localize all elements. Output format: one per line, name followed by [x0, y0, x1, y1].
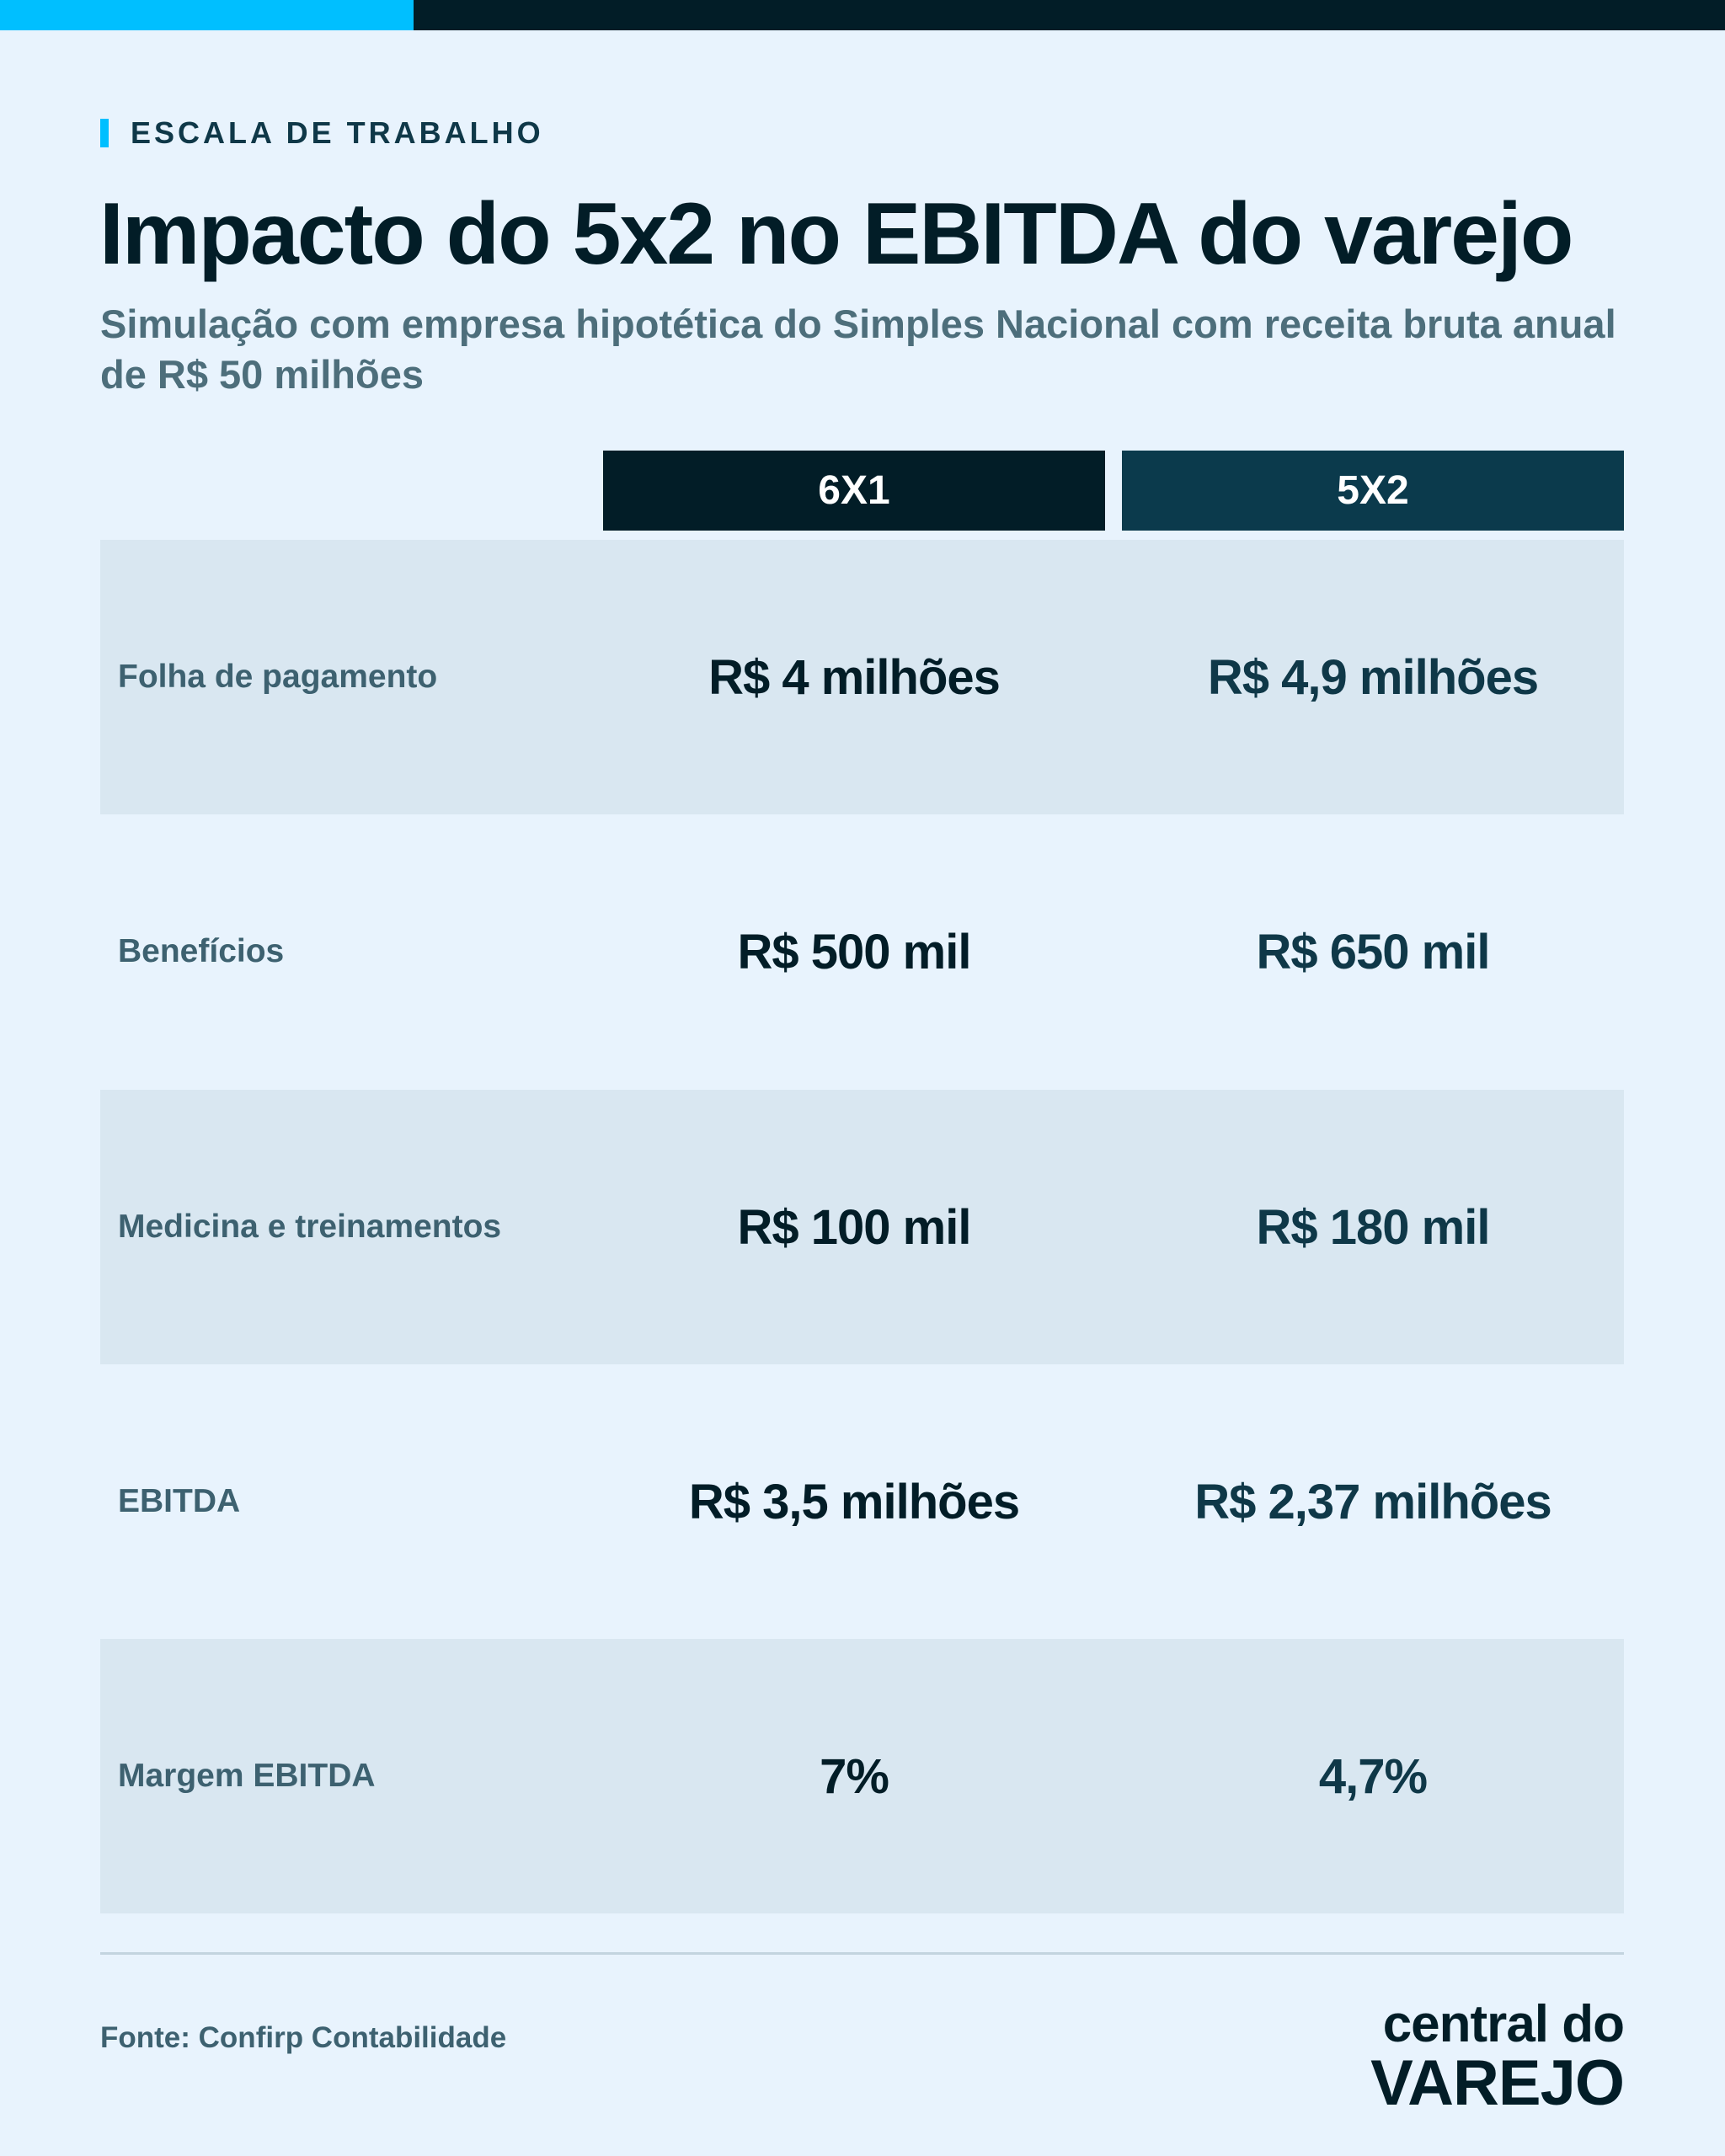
footer-divider — [100, 1952, 1624, 1955]
table-row-beneficios: Benefícios R$ 500 mil R$ 650 mil — [100, 814, 1624, 1089]
column-header-5x2: 5X2 — [1122, 451, 1624, 531]
source-note: Fonte: Confirp Contabilidade — [100, 2020, 506, 2057]
value-5x2: R$ 4,9 milhões — [1207, 649, 1539, 705]
table-row-folha: Folha de pagamento R$ 4 milhões R$ 4,9 m… — [100, 540, 1624, 814]
source-label: Fonte: — [100, 2021, 190, 2054]
eyebrow-label: ESCALA DE TRABALHO — [131, 115, 544, 150]
row-label: EBITDA — [118, 1483, 241, 1519]
brand-logo: central do VAREJO — [1346, 1995, 1625, 2119]
top-bar-accent — [0, 0, 414, 30]
value-6x1: R$ 100 mil — [737, 1199, 972, 1255]
page-subtitle: Simulação com empresa hipotética do Simp… — [100, 302, 1616, 397]
row-label: Folha de pagamento — [118, 659, 438, 695]
row-label: Medicina e treinamentos — [118, 1209, 502, 1245]
table-row-medicina: Medicina e treinamentos R$ 100 mil R$ 18… — [100, 1090, 1624, 1364]
table-row-ebitda: EBITDA R$ 3,5 milhões R$ 2,37 milhões — [100, 1364, 1624, 1639]
logo-line-1: central do — [1382, 1995, 1625, 2053]
value-5x2: 4,7% — [1318, 1748, 1428, 1804]
page-title: Impacto do 5x2 no EBITDA do varejo — [99, 185, 1573, 283]
value-5x2: R$ 180 mil — [1256, 1199, 1491, 1255]
logo-line-2: VAREJO — [1370, 2047, 1625, 2119]
value-5x2: R$ 650 mil — [1256, 924, 1491, 979]
table-row-margem: Margem EBITDA 7% 4,7% — [100, 1639, 1624, 1913]
value-5x2: R$ 2,37 milhões — [1194, 1474, 1551, 1529]
eyebrow-marker — [100, 119, 109, 147]
value-6x1: 7% — [820, 1748, 889, 1804]
row-label: Margem EBITDA — [118, 1758, 376, 1794]
value-6x1: R$ 500 mil — [737, 924, 972, 979]
value-6x1: R$ 3,5 milhões — [688, 1474, 1020, 1529]
row-label: Benefícios — [118, 933, 285, 969]
column-header-6x1: 6X1 — [603, 451, 1105, 531]
eyebrow: ESCALA DE TRABALHO — [100, 115, 544, 150]
value-6x1: R$ 4 milhões — [708, 649, 1001, 705]
source-value: Confirp Contabilidade — [198, 2021, 507, 2054]
